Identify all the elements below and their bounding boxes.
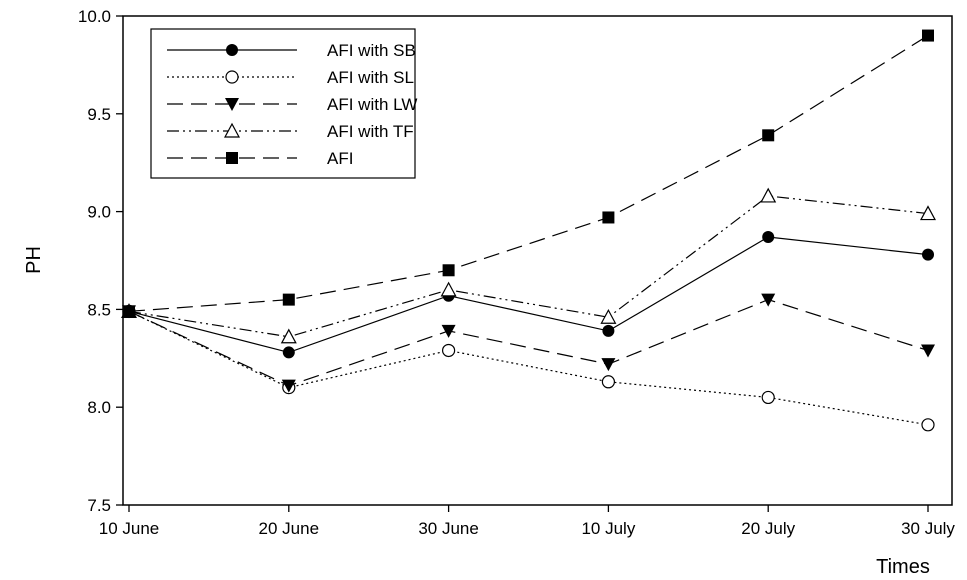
legend-item: AFI with SB	[167, 41, 416, 60]
marker-filled-triangle	[761, 293, 776, 307]
x-tick-label: 30 July	[901, 519, 955, 538]
marker-filled-square	[442, 264, 455, 277]
legend-item: AFI with LW	[167, 95, 417, 114]
marker-open-circle	[225, 70, 239, 84]
marker-filled-square	[123, 305, 135, 318]
series-5	[123, 29, 934, 318]
legend-item: AFI with TF	[167, 122, 414, 141]
x-tick-label: 30 June	[418, 519, 479, 538]
y-tick-label: 7.5	[87, 496, 111, 515]
series-4	[120, 187, 937, 344]
marker-filled-triangle	[225, 98, 239, 111]
marker-filled-square	[602, 211, 615, 224]
marker-filled-circle	[226, 44, 238, 56]
marker-open-triangle	[600, 308, 617, 324]
legend-item: AFI with SL	[167, 68, 414, 87]
y-tick-label: 9.5	[87, 105, 111, 124]
marker-open-triangle	[280, 328, 297, 344]
marker-open-triangle	[223, 122, 241, 138]
x-tick-label: 10 June	[99, 519, 160, 538]
x-tick-label: 10 July	[581, 519, 635, 538]
x-tick-label: 20 June	[259, 519, 320, 538]
marker-filled-circle	[922, 248, 934, 261]
series-line	[128, 35, 929, 312]
marker-filled-square	[282, 293, 295, 306]
marker-filled-circle	[282, 346, 295, 359]
series-line	[128, 298, 929, 387]
series-line	[128, 195, 929, 338]
marker-open-triangle	[760, 187, 777, 203]
x-tick-label: 20 July	[741, 519, 795, 538]
marker-open-circle	[921, 418, 935, 432]
legend-label: AFI with SB	[327, 41, 416, 60]
marker-filled-circle	[762, 231, 775, 244]
x-axis-title: Times	[876, 556, 930, 578]
y-tick-label: 10.0	[78, 7, 111, 26]
y-tick-label: 8.5	[87, 300, 111, 319]
marker-open-circle	[601, 375, 616, 389]
series-2	[122, 304, 935, 432]
legend-label: AFI with SL	[327, 68, 414, 87]
y-axis: 7.5 8.0 8.5 9.0 9.5 10.0	[78, 7, 123, 515]
legend-label: AFI	[327, 149, 353, 168]
legend: AFI with SB AFI with SL AFI with LW AFI wit…	[150, 28, 417, 179]
series-3	[122, 293, 935, 393]
plot-border	[122, 15, 953, 506]
marker-filled-triangle	[441, 324, 456, 338]
marker-open-triangle	[440, 281, 457, 297]
series-line	[128, 310, 929, 426]
legend-item: AFI	[167, 149, 353, 168]
marker-filled-square	[762, 129, 775, 142]
marker-filled-circle	[602, 324, 615, 337]
marker-filled-triangle	[921, 344, 935, 358]
x-axis: 10 June 20 June 30 June 10 July 20 July 30 Ju…	[99, 505, 955, 538]
series-line	[128, 236, 929, 354]
y-tick-label: 8.0	[87, 398, 111, 417]
series-1	[123, 231, 934, 359]
marker-filled-square	[922, 29, 934, 42]
y-tick-label: 9.0	[87, 203, 111, 222]
marker-filled-triangle	[281, 379, 296, 393]
marker-open-triangle	[919, 205, 937, 221]
plot-frame	[122, 15, 953, 506]
marker-filled-square	[226, 152, 238, 164]
marker-filled-triangle	[601, 358, 616, 372]
y-axis-title: PH	[23, 246, 45, 274]
legend-label: AFI with LW	[327, 95, 417, 114]
marker-open-circle	[442, 343, 456, 358]
series-layer	[120, 29, 937, 432]
marker-open-circle	[761, 390, 775, 405]
legend-label: AFI with TF	[327, 122, 414, 141]
